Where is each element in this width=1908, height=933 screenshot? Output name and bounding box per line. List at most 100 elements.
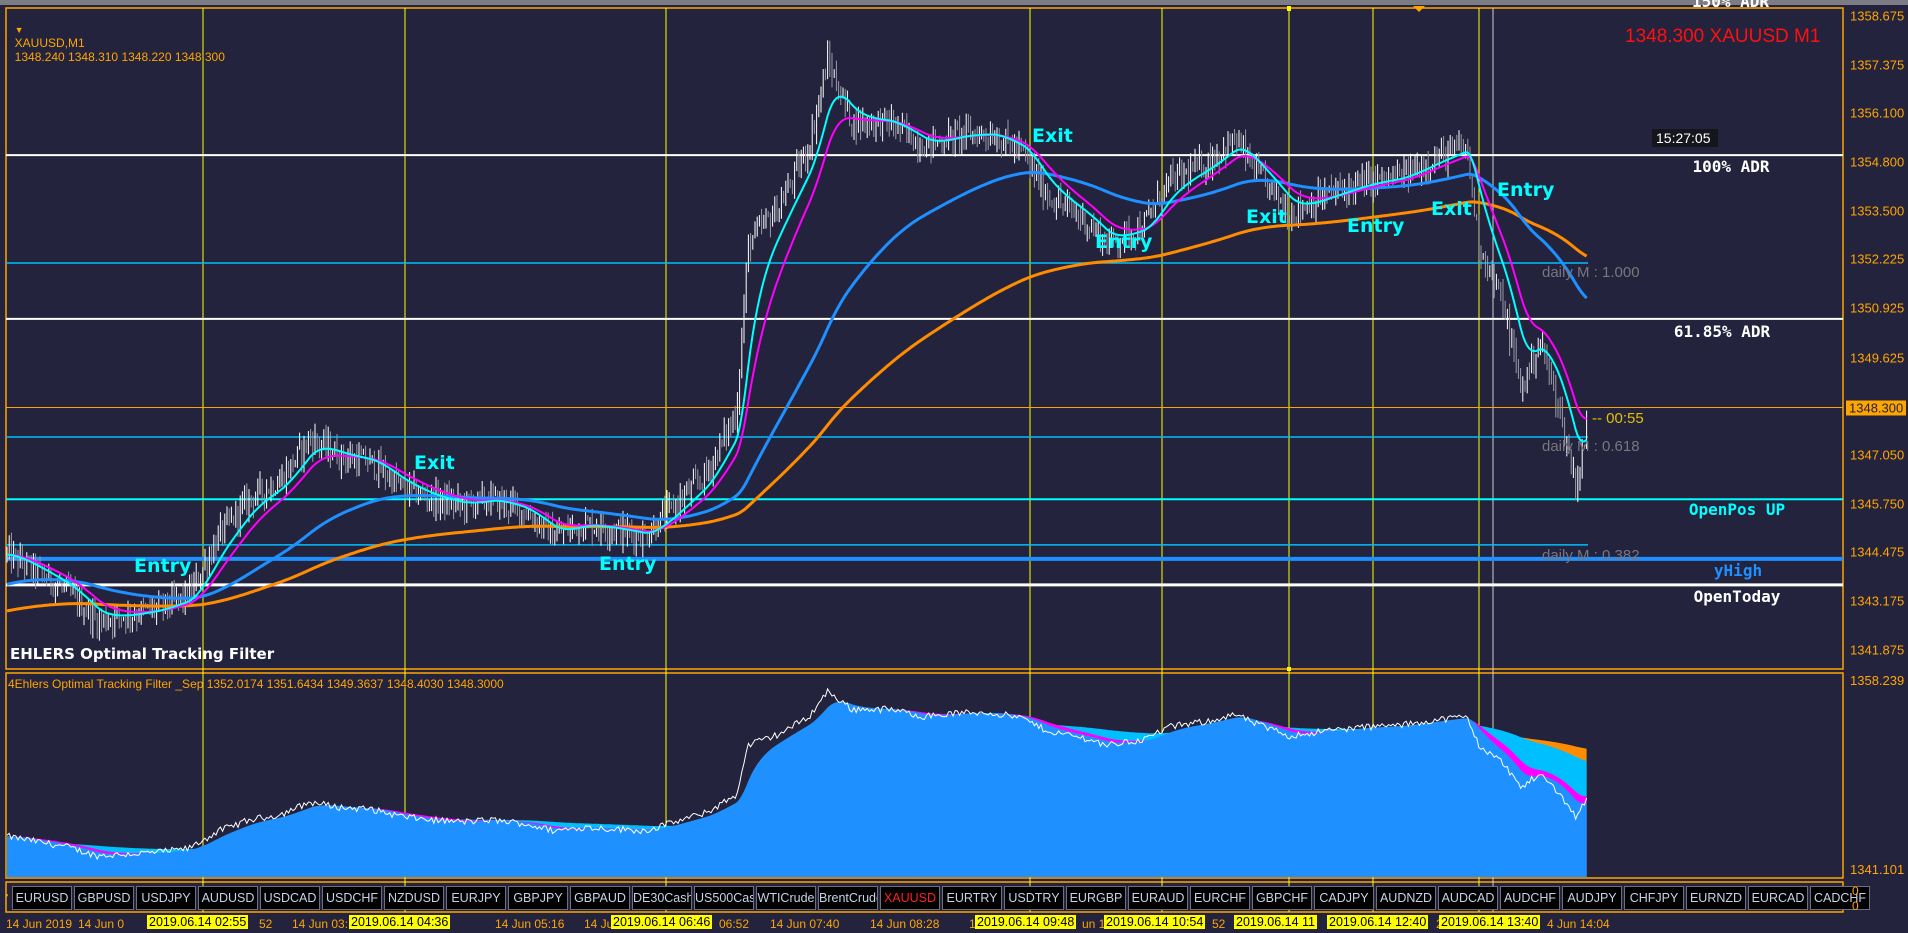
time-label: 14 Jun 08:28 <box>870 917 940 931</box>
tracking-filter-slow-line <box>6 171 1588 600</box>
symbol-tab-eurjpy[interactable]: EURJPY <box>446 886 506 910</box>
open-today-label: OpenToday <box>1693 587 1781 606</box>
price-tick: 1354.800 <box>1850 154 1905 170</box>
price-tick: 1343.175 <box>1850 593 1905 609</box>
price-tick: 1349.625 <box>1850 350 1905 366</box>
vline-time-highlight: 2019.06.14 11 <box>1234 915 1318 929</box>
time-label: 14 Jun 03: <box>292 917 349 931</box>
symbol-tab-cadchf[interactable]: CADCHF <box>1810 886 1870 910</box>
symbol-tab-audnzd[interactable]: AUDNZD <box>1376 886 1436 910</box>
time-label: 14 Jun 07:40 <box>770 917 840 931</box>
current-price-tag: 1348.300 <box>1846 400 1907 416</box>
symbol-tab-gbpjpy[interactable]: GBPJPY <box>508 886 568 910</box>
subwindow-frame <box>5 672 1844 879</box>
symbol-tab-wticrude[interactable]: WTICrude <box>756 886 816 910</box>
symbol-tab-chfjpy[interactable]: CHFJPY <box>1624 886 1684 910</box>
time-label: un 1 <box>1082 917 1106 931</box>
vline-time-highlight: 2019.06.14 13:40 <box>1439 915 1541 929</box>
symbol-tab-gbpusd[interactable]: GBPUSD <box>74 886 134 910</box>
symbol-tab-audchf[interactable]: AUDCHF <box>1500 886 1560 910</box>
time-label: 4 Jun 14:04 <box>1547 917 1610 931</box>
vline-time-highlight: 2019.06.14 02:55 <box>147 915 249 929</box>
price-tick: 1357.375 <box>1850 57 1905 73</box>
vline-time-highlight: 2019.06.14 12:40 <box>1327 915 1429 929</box>
price-tick: 1350.925 <box>1850 300 1905 316</box>
signal-exit: Exit <box>414 452 455 474</box>
price-tick: 1347.050 <box>1850 447 1905 463</box>
symbol-tab-eurcad[interactable]: EURCAD <box>1748 886 1808 910</box>
server-clock: 15:27:05 <box>1652 129 1718 147</box>
vline-handle <box>1287 6 1291 11</box>
symbol-tab-eurchf[interactable]: EURCHF <box>1190 886 1250 910</box>
daily-m-0618-label: daily M : 0.618 <box>1542 438 1640 455</box>
daily-m-0382-label: daily M : 0.382 <box>1542 547 1640 564</box>
time-label: 14 Jun 2019 <box>6 917 73 931</box>
price-tick: 1358.675 <box>1850 8 1905 24</box>
symbol-tab-euraud[interactable]: EURAUD <box>1128 886 1188 910</box>
symbol-tab-eurgbp[interactable]: EURGBP <box>1066 886 1126 910</box>
bar-countdown: -- 00:55 <box>1592 410 1644 427</box>
ohlc-values: 1348.240 1348.310 1348.220 1348.300 <box>14 50 225 64</box>
window-top-border <box>0 0 1908 5</box>
tracking-filter-slowest-line <box>6 200 1588 613</box>
symbol-tab-usdtry[interactable]: USDTRY <box>1004 886 1064 910</box>
price-tick: 1356.100 <box>1850 105 1905 121</box>
shift-marker-icon <box>1413 6 1425 12</box>
symbol-tab-us500cash[interactable]: US500Cash <box>694 886 754 910</box>
time-label: 52 <box>1212 917 1226 931</box>
price-tick: 1344.475 <box>1850 544 1905 560</box>
adr-6185-label: 61.85% ADR <box>1673 322 1771 341</box>
time-label: 14 Ju <box>584 917 614 931</box>
vline-time-highlight: 2019.06.14 09:48 <box>975 915 1077 929</box>
collapse-triangle-icon[interactable]: ▼ <box>14 25 24 35</box>
time-label: 52 <box>259 917 273 931</box>
adr-100-label: 100% ADR <box>1692 157 1770 176</box>
adr-150-label: 150% ADR <box>1692 0 1770 11</box>
sub-close-line <box>6 687 1588 861</box>
vline-time-highlight: 2019.06.14 10:54 <box>1104 915 1206 929</box>
subwindow-min-label: 1341.101 <box>1850 862 1905 877</box>
symbol-tab-usdcad[interactable]: USDCAD <box>260 886 320 910</box>
symbol-tab-audusd[interactable]: AUDUSD <box>198 886 258 910</box>
chart-header: ▼ XAUUSD,M1 1348.240 1348.310 1348.220 1… <box>8 8 225 64</box>
symbol-label: XAUUSD,M1 <box>14 36 85 50</box>
subwindow-header: 4Ehlers Optimal Tracking Filter _Sep 135… <box>8 677 504 691</box>
signal-exit: Exit <box>1431 198 1472 220</box>
symbol-tab-cadjpy[interactable]: CADJPY <box>1314 886 1374 910</box>
price-tick: 1352.225 <box>1850 251 1905 267</box>
vline-time-highlight: 2019.06.14 04:36 <box>349 915 451 929</box>
signal-entry: Entry <box>1095 231 1153 253</box>
symbol-tab-eurnzd[interactable]: EURNZD <box>1686 886 1746 910</box>
symbol-tab-usdchf[interactable]: USDCHF <box>322 886 382 910</box>
openpos-up-label: OpenPos UP <box>1688 500 1786 519</box>
symbol-tab-brentcrude[interactable]: BrentCrude <box>818 886 878 910</box>
symbol-tab-audjpy[interactable]: AUDJPY <box>1562 886 1622 910</box>
symbol-tab-usdjpy[interactable]: USDJPY <box>136 886 196 910</box>
signal-entry: Entry <box>134 555 192 577</box>
symbol-tab-eurusd[interactable]: EURUSD <box>12 886 72 910</box>
symbol-tab-gbpaud[interactable]: GBPAUD <box>570 886 630 910</box>
yhigh-label: yHigh <box>1713 561 1763 580</box>
price-tick: 1345.750 <box>1850 496 1905 512</box>
tracking-filter-medium-line <box>6 116 1587 613</box>
tab-bar-marker-icon: ▪ <box>5 890 9 900</box>
tab-bar-axis-bottom: 0 <box>1852 899 1859 913</box>
signal-entry: Entry <box>1497 179 1555 201</box>
symbol-tab-eurtry[interactable]: EURTRY <box>942 886 1002 910</box>
signal-entry: Entry <box>1347 215 1405 237</box>
subwindow-max-label: 1358.239 <box>1850 673 1905 688</box>
symbol-tab-de30cash[interactable]: DE30Cash <box>632 886 692 910</box>
price-tick: 1353.500 <box>1850 203 1905 219</box>
symbol-tab-nzdusd[interactable]: NZDUSD <box>384 886 444 910</box>
price-tick: 1341.875 <box>1850 642 1905 658</box>
signal-exit: Exit <box>1246 206 1287 228</box>
current-price-label: 1348.300 XAUUSD M1 <box>1625 26 1821 47</box>
main-chart-frame <box>5 7 1844 670</box>
symbol-tab-xauusd[interactable]: XAUUSD <box>880 886 940 910</box>
signal-entry: Entry <box>599 553 657 575</box>
symbol-tab-audcad[interactable]: AUDCAD <box>1438 886 1498 910</box>
daily-m-1000-label: daily M : 1.000 <box>1542 264 1640 281</box>
time-label: 06:52 <box>719 917 750 931</box>
symbol-tab-gbpchf[interactable]: GBPCHF <box>1252 886 1312 910</box>
